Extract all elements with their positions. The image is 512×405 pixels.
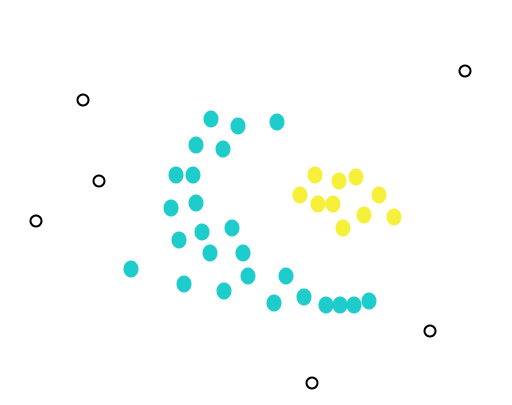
data-point [240, 267, 256, 285]
data-point [269, 113, 285, 131]
points-layer [29, 64, 472, 390]
outlier-point [458, 64, 472, 78]
data-point [318, 296, 334, 314]
data-point [266, 294, 282, 312]
data-point [361, 292, 377, 310]
outlier-point [92, 174, 106, 188]
data-point [331, 172, 347, 190]
data-point [188, 136, 204, 154]
data-point [194, 223, 210, 241]
data-point [278, 267, 294, 285]
data-point [325, 195, 341, 213]
data-point [123, 260, 139, 278]
data-point [216, 282, 232, 300]
data-point [176, 275, 192, 293]
data-point [185, 166, 201, 184]
data-point [386, 208, 402, 226]
data-point [348, 168, 364, 186]
data-point [168, 166, 184, 184]
data-point [188, 194, 204, 212]
data-point [371, 186, 387, 204]
data-point [171, 231, 187, 249]
data-point [203, 110, 219, 128]
data-point [332, 296, 348, 314]
data-point [335, 219, 351, 237]
data-point [224, 219, 240, 237]
data-point [163, 199, 179, 217]
data-point [230, 117, 246, 135]
data-point [346, 296, 362, 314]
data-point [310, 195, 326, 213]
outlier-point [76, 93, 90, 107]
data-point [235, 244, 251, 262]
outlier-point [423, 324, 437, 338]
data-point [292, 186, 308, 204]
outlier-point [305, 376, 319, 390]
data-point [356, 206, 372, 224]
data-point [296, 288, 312, 306]
data-point [202, 244, 218, 262]
data-point [215, 140, 231, 158]
data-point [307, 166, 323, 184]
outlier-point [29, 214, 43, 228]
